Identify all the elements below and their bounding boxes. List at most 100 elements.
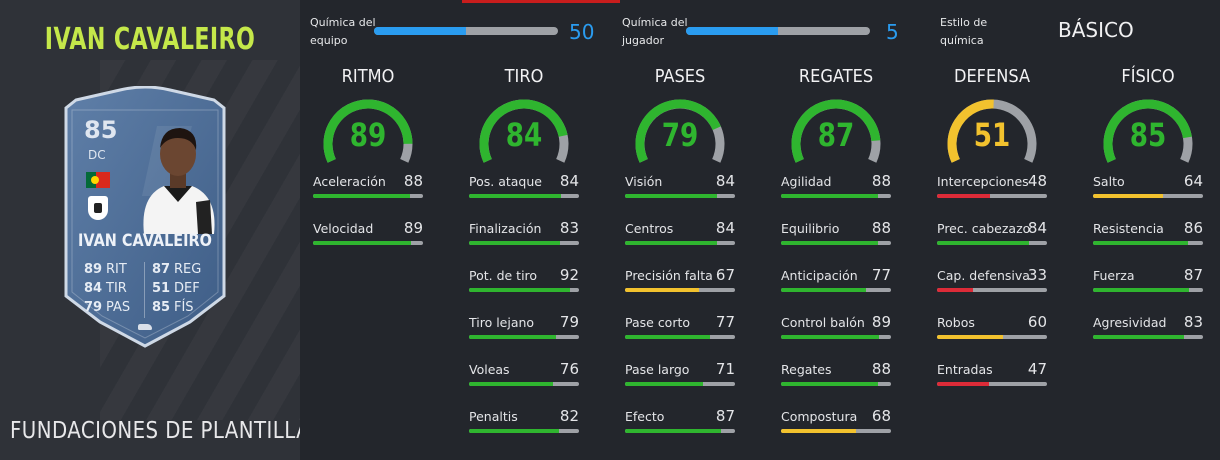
player-chemistry-label: Química del jugador [622, 16, 688, 47]
stat-bar-fill [469, 288, 571, 292]
stat-bar-fill [1093, 288, 1189, 292]
stat-bar [313, 241, 423, 245]
stat-bar-fill [469, 241, 561, 245]
stat-label: Visión [625, 174, 663, 189]
stat-bar [625, 241, 735, 245]
top-accent-line [462, 0, 620, 3]
team-chemistry-value: 50 [569, 20, 595, 44]
stat-row: Equilibrio 88 [781, 219, 891, 251]
team-chemistry-fill [374, 27, 466, 35]
stat-label: Fuerza [1093, 268, 1135, 283]
stat-bar-fill [313, 194, 410, 198]
squad-name: FUNDACIONES DE PLANTILLA [10, 418, 300, 444]
stat-row: Precisión falta 67 [625, 266, 735, 298]
stat-value: 89 [403, 219, 423, 237]
stat-label: Resistencia [1093, 221, 1164, 236]
stat-value: 68 [871, 407, 891, 425]
stat-label: Voleas [469, 362, 510, 377]
category-gauge [323, 99, 413, 163]
stat-value: 84 [715, 172, 735, 190]
stat-bar [469, 288, 579, 292]
gauge-fill [1103, 99, 1192, 163]
stat-row: Pot. de tiro 92 [469, 266, 579, 298]
stat-value: 89 [871, 313, 891, 331]
stat-bar [1093, 194, 1203, 198]
stat-label: Control balón [781, 315, 865, 330]
stat-label: Pos. ataque [469, 174, 542, 189]
category-name: TIRO [504, 66, 544, 87]
stat-value: 83 [1183, 313, 1203, 331]
stat-bar [469, 241, 579, 245]
gauge-fill [791, 99, 881, 163]
player-chemistry-bar [686, 27, 870, 35]
stat-value: 64 [1183, 172, 1203, 190]
stat-value: 84 [1027, 219, 1047, 237]
category-value: 51 [973, 116, 1011, 154]
stat-bar-fill [781, 429, 856, 433]
stat-label: Pase corto [625, 315, 691, 330]
stat-label: Agresividad [1093, 315, 1167, 330]
stat-row: Agresividad 83 [1093, 313, 1203, 345]
stat-value: 84 [559, 172, 579, 190]
stat-bar [781, 194, 891, 198]
category-gauge [947, 99, 1037, 163]
stat-row: Cap. defensiva 33 [937, 266, 1047, 298]
stat-bar-fill [781, 241, 878, 245]
stat-bar-fill [625, 194, 718, 198]
stat-value: 67 [715, 266, 735, 284]
stat-bar-fill [625, 382, 704, 386]
stat-row: Agilidad 88 [781, 172, 891, 204]
player-title: IVAN CAVALEIRO [44, 22, 256, 57]
stat-value: 87 [1183, 266, 1203, 284]
stat-bar-fill [937, 335, 1003, 339]
stat-value: 77 [715, 313, 735, 331]
stat-row: Pase corto 77 [625, 313, 735, 345]
stat-row: Efecto 87 [625, 407, 735, 439]
gauge-fill [479, 99, 568, 163]
stat-bar-fill [781, 194, 878, 198]
chemistry-style-label: Estilo de química [940, 16, 988, 47]
stat-row: Pase largo 71 [625, 360, 735, 392]
stat-label: Tiro lejano [469, 315, 535, 330]
stat-value: 87 [715, 407, 735, 425]
stat-value: 86 [1183, 219, 1203, 237]
card-player-name: IVAN CAVALEIRO [78, 231, 212, 251]
stat-label: Precisión falta [625, 268, 713, 283]
stat-row: Pos. ataque 84 [469, 172, 579, 204]
stat-label: Intercepciones [937, 174, 1029, 189]
card-stat: 79 PAS [84, 300, 131, 315]
stat-value: 92 [559, 266, 579, 284]
stat-row: Control balón 89 [781, 313, 891, 345]
portugal-flag-icon [86, 172, 110, 188]
stat-bar [469, 382, 579, 386]
chemistry-style-value[interactable]: BÁSICO [1058, 18, 1134, 42]
stat-bar-fill [625, 288, 699, 292]
stat-row: Aceleración 88 [313, 172, 423, 204]
stat-value: 79 [559, 313, 579, 331]
stat-bar [937, 241, 1047, 245]
stat-value: 47 [1027, 360, 1047, 378]
stat-bar-fill [313, 241, 411, 245]
card-stat: 87 REG [152, 262, 202, 277]
stat-bar-fill [625, 241, 718, 245]
stat-value: 33 [1027, 266, 1047, 284]
stat-bar [313, 194, 423, 198]
player-card[interactable]: 85 DC IVAN CAVALEIRO 89 RIT 87 REG 84 TIR 5… [62, 86, 228, 348]
stat-bar-fill [469, 335, 556, 339]
stat-bar-fill [1093, 194, 1164, 198]
stat-value: 82 [559, 407, 579, 425]
category-value: 89 [349, 116, 387, 154]
stat-row: Compostura 68 [781, 407, 891, 439]
stat-bar [781, 241, 891, 245]
category-value: 85 [1129, 116, 1167, 154]
category-gauge [1103, 99, 1193, 163]
stat-label: Aceleración [313, 174, 386, 189]
stat-bar-fill [937, 241, 1030, 245]
card-stats: 89 RIT 87 REG 84 TIR 51 DEF 79 PAS 85 FÍS [84, 262, 214, 319]
card-rating: 85 [84, 116, 118, 144]
stat-label: Prec. cabezazo [937, 221, 1031, 236]
stat-label: Anticipación [781, 268, 858, 283]
player-chemistry-fill [686, 27, 778, 35]
stat-bar-fill [937, 288, 974, 292]
category-value: 87 [817, 116, 855, 154]
